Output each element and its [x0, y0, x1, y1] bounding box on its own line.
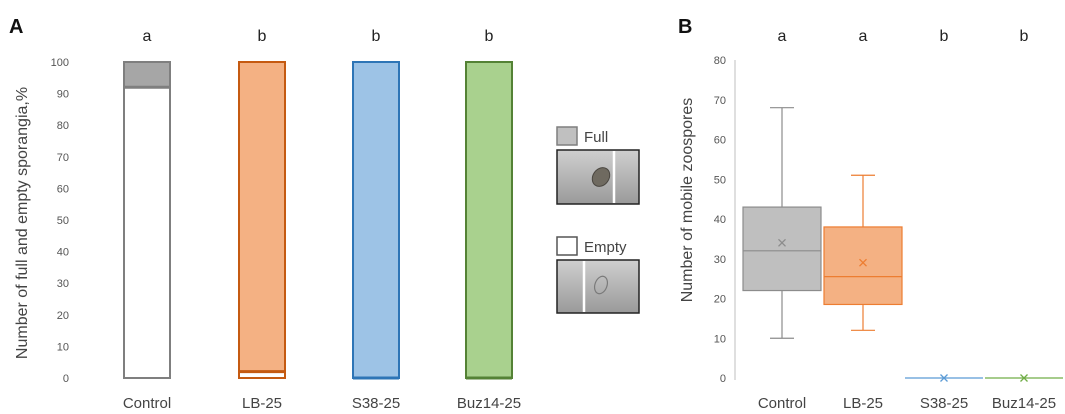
panel-a-category-label: LB-25: [242, 395, 282, 412]
panel-b-y-tick-label: 10: [714, 333, 726, 345]
panel-b-y-tick-label: 60: [714, 135, 726, 147]
legend-empty-swatch: [556, 236, 578, 256]
panel-a-label: A: [9, 16, 23, 38]
full-sporangia-bar: [465, 61, 513, 379]
panel-a-y-tick-label: 60: [57, 183, 69, 195]
panel-a-significance-letter: b: [485, 28, 494, 45]
panel-a-y-tick-label: 40: [57, 247, 69, 259]
panel-a-category-label: Control: [123, 395, 171, 412]
legend-empty-label: Empty: [584, 239, 627, 256]
panel-a-y-tick-label: 90: [57, 89, 69, 101]
interquartile-box: [823, 226, 903, 306]
panel-b-category-label: S38-25: [920, 395, 968, 412]
mean-marker: [1020, 374, 1028, 382]
panel-b-category-label: LB-25: [843, 395, 883, 412]
panel-a-y-tick-label: 70: [57, 152, 69, 164]
interquartile-box: [742, 206, 822, 292]
panel-b-significance-letter: a: [859, 28, 868, 45]
mean-marker: [859, 258, 867, 267]
panel-b-y-tick-label: 0: [720, 373, 726, 385]
full-sporangia-bar: [123, 61, 171, 89]
legend: Full Empty: [556, 126, 640, 314]
panel-a-y-tick-label: 0: [63, 373, 69, 385]
panel-b-y-tick-label: 50: [714, 174, 726, 186]
panel-a-category-label: Buz14-25: [457, 395, 521, 412]
panel-b-y-tick-label: 70: [714, 95, 726, 107]
panel-b-category-label: Buz14-25: [992, 395, 1056, 412]
panel-b-y-axis-label: Number of mobile zoospores: [679, 98, 696, 303]
legend-full-label: Full: [584, 129, 608, 146]
full-sporangia-bar: [352, 61, 400, 379]
panel-a-y-axis-label: Number of full and empty sporangia,%: [14, 87, 31, 359]
mean-marker: [778, 238, 786, 247]
full-sporangia-bar: [238, 61, 286, 373]
panel-a-y-tick-label: 80: [57, 120, 69, 132]
mean-marker: [940, 374, 948, 382]
panel-b-significance-letter: b: [1020, 28, 1029, 45]
panel-a-y-tick-label: 100: [51, 57, 69, 69]
legend-full-swatch: [556, 126, 578, 146]
panel-b-category-label: Control: [758, 395, 806, 412]
panel-b: B Number of mobile zoospores 0 10 20 30 40 50…: [678, 16, 1063, 412]
panel-b-label: B: [678, 16, 692, 38]
panel-b-significance-letter: a: [778, 28, 787, 45]
empty-sporangia-bar: [123, 86, 171, 379]
panel-a-significance-letter: b: [372, 28, 381, 45]
full-sporangium-cell: [591, 167, 611, 187]
panel-a-significance-letter: b: [258, 28, 267, 45]
panel-a-y-tick-label: 20: [57, 310, 69, 322]
panel-a-category-label: S38-25: [352, 395, 400, 412]
panel-b-y-tick-label: 80: [714, 55, 726, 67]
panel-b-y-tick-label: 20: [714, 294, 726, 306]
panel-a-y-tick-label: 30: [57, 278, 69, 290]
panel-b-y-tick-label: 40: [714, 214, 726, 226]
panel-a-significance-letter: a: [143, 28, 152, 45]
empty-sporangium-cell: [593, 275, 609, 295]
panel-a-y-tick-label: 10: [57, 341, 69, 353]
panel-a: A Number of full and empty sporangia,% 0…: [9, 16, 521, 412]
panel-b-y-tick-label: 30: [714, 254, 726, 266]
panel-a-y-tick-label: 50: [57, 215, 69, 227]
panel-b-significance-letter: b: [940, 28, 949, 45]
empty-sporangium-micrograph: [556, 259, 640, 314]
